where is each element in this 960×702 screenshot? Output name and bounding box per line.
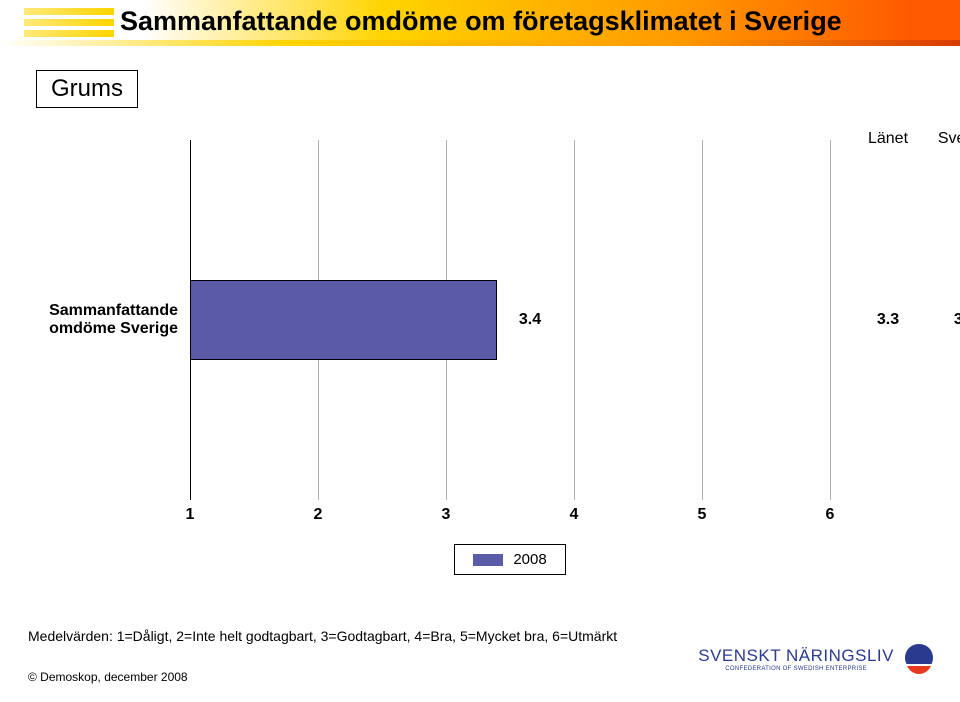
banner-left-bars-icon <box>24 8 114 41</box>
header-banner: Sammanfattande omdöme om företagsklimate… <box>0 0 960 70</box>
gridline <box>702 140 703 500</box>
gridline <box>830 140 831 500</box>
column-header-sverige: Sverige <box>938 130 960 148</box>
column-header-lanet: Länet <box>868 130 908 148</box>
page-title: Sammanfattande omdöme om företagsklimate… <box>120 6 842 37</box>
x-tick-label: 6 <box>826 506 835 524</box>
logo-text: SVENSKT NÄRINGSLIV <box>698 646 894 666</box>
legend-box: 2008 <box>454 544 565 575</box>
x-tick-label: 1 <box>186 506 195 524</box>
svenskt-naringsliv-logo: SVENSKT NÄRINGSLIV CONFEDERATION OF SWED… <box>698 642 936 676</box>
plot-area: 123456LänetSverigeSammanfattandeomdöme S… <box>190 140 830 500</box>
x-tick-label: 2 <box>314 506 323 524</box>
logo-mark-icon <box>902 642 936 676</box>
gridline <box>574 140 575 500</box>
x-tick-label: 5 <box>698 506 707 524</box>
summary-bar-chart: 123456LänetSverigeSammanfattandeomdöme S… <box>190 140 830 500</box>
legend-label: 2008 <box>513 551 546 568</box>
bar-value-label: 3.4 <box>519 311 541 329</box>
legend-swatch <box>473 554 503 566</box>
footnote-text: Medelvärden: 1=Dåligt, 2=Inte helt godta… <box>28 628 617 644</box>
x-tick-label: 4 <box>570 506 579 524</box>
lanet-value: 3.3 <box>877 311 899 329</box>
bar-category-label: Sammanfattandeomdöme Sverige <box>8 302 178 339</box>
logo-subtext: CONFEDERATION OF SWEDISH ENTERPRISE <box>698 666 894 672</box>
copyright-text: © Demoskop, december 2008 <box>28 670 188 684</box>
subtitle-box: Grums <box>36 70 138 108</box>
banner-thin-gradient <box>0 40 960 46</box>
sverige-value: 3.3 <box>954 311 960 329</box>
x-tick-label: 3 <box>442 506 451 524</box>
chart-legend: 2008 <box>190 544 830 575</box>
bar-sammanfattande <box>190 280 497 360</box>
